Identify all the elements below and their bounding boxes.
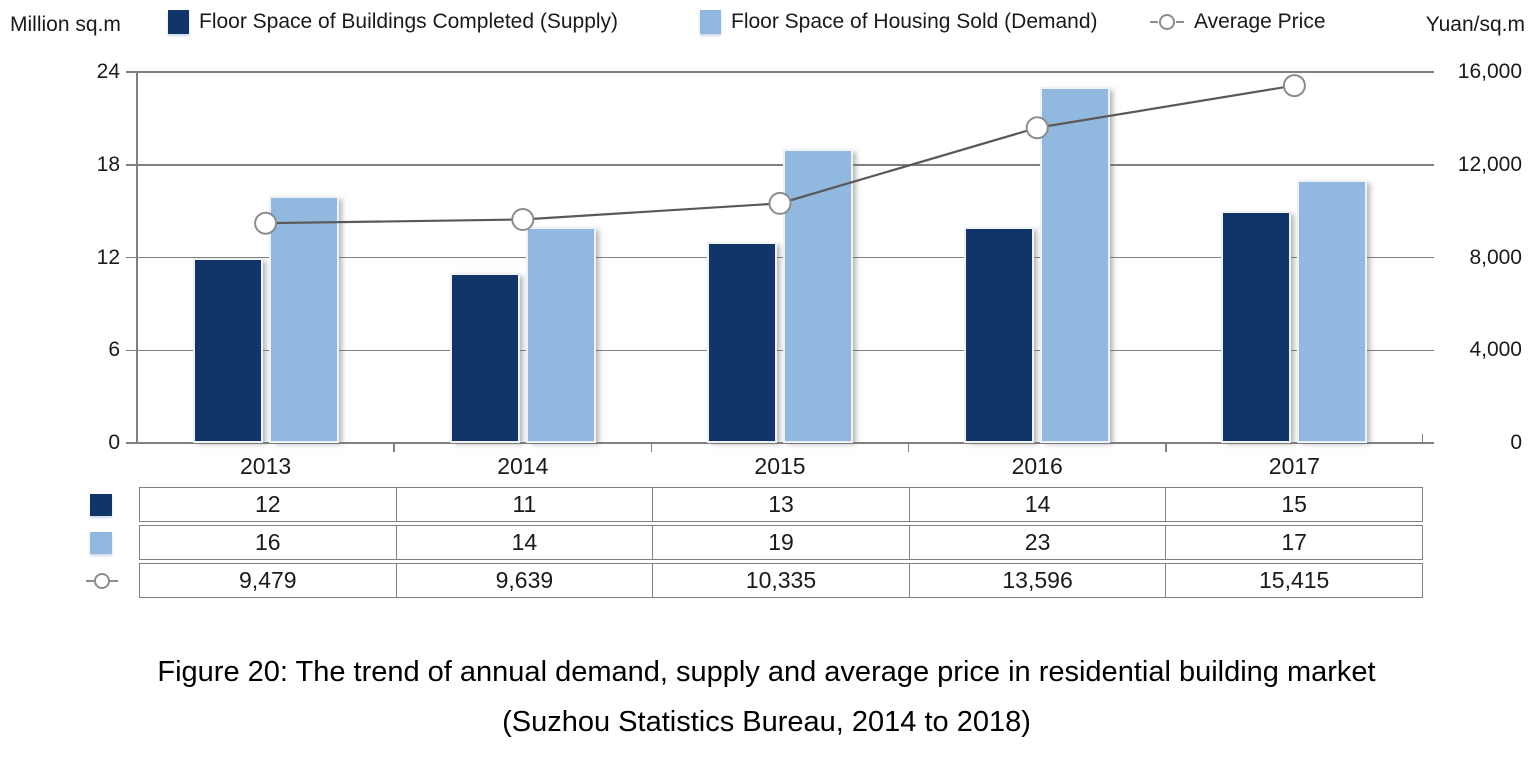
legend: Million sq.m Floor Space of Buildings Co… xyxy=(0,0,1533,50)
price-marker-2016 xyxy=(1025,116,1049,140)
left-axis-unit-label: Million sq.m xyxy=(10,13,121,36)
table-key-supply-icon xyxy=(90,493,112,516)
table-cell-price-2017: 15,415 xyxy=(1258,567,1330,593)
supply-bar-2016 xyxy=(964,226,1035,443)
y-axis-tick-label: 0 xyxy=(108,431,120,454)
price-marker-2015 xyxy=(768,191,792,215)
legend-label-supply: Floor Space of Buildings Completed (Supp… xyxy=(199,10,619,33)
x-axis-tick xyxy=(907,443,910,452)
table-cell-supply-2017: 15 xyxy=(1281,491,1307,517)
price-marker-2014 xyxy=(511,207,535,231)
left-axis-tick xyxy=(126,349,137,351)
y-axis-line xyxy=(136,72,138,443)
figure-caption: Figure 20: The trend of annual demand, s… xyxy=(0,656,1533,739)
table-cell-price-2016: 13,596 xyxy=(910,564,1167,597)
gridline xyxy=(137,71,1423,73)
y2-axis-tick-label: 0 xyxy=(1510,431,1522,454)
right-axis-unit-label: Yuan/sq.m xyxy=(1425,13,1525,36)
legend-item-average-price: Average Price xyxy=(1150,10,1326,34)
y2-axis-tick-label: 8,000 xyxy=(1469,245,1522,269)
legend-label-demand: Floor Space of Housing Sold (Demand) xyxy=(731,10,1098,33)
right-axis-tick xyxy=(1423,349,1434,351)
supply-swatch-icon xyxy=(168,10,189,34)
average-price-line xyxy=(254,74,1306,235)
average-price-marker-icon xyxy=(1150,14,1184,30)
table-cell-supply-2014: 11 xyxy=(397,488,654,521)
demand-swatch-icon xyxy=(700,10,721,34)
x-axis-end-tick xyxy=(1421,434,1423,443)
x-axis-category-label: 2015 xyxy=(754,453,806,479)
x-axis-tick xyxy=(1165,443,1167,452)
demand-bar-2014 xyxy=(525,226,596,443)
table-cell-demand-2015: 19 xyxy=(653,526,910,559)
table-row-demand: 16 14 19 23 17 xyxy=(139,525,1423,560)
caption-line2: (Suzhou Statistics Bureau, 2014 to 2018) xyxy=(502,706,1031,738)
gridline xyxy=(137,349,1423,351)
table-cell-demand-2017: 17 xyxy=(1281,529,1307,555)
left-axis-tick xyxy=(126,256,137,259)
table-cell-supply-2016: 14 xyxy=(910,488,1167,521)
x-axis-tick xyxy=(393,443,395,452)
table-cell-demand-2013: 16 xyxy=(140,526,397,559)
legend-item-demand: Floor Space of Housing Sold (Demand) xyxy=(700,10,1098,34)
demand-bar-2017 xyxy=(1297,180,1368,443)
supply-bar-2013 xyxy=(192,257,263,443)
x-axis-category-label: 2017 xyxy=(1268,453,1320,479)
right-axis-tick xyxy=(1423,164,1434,166)
supply-bar-2014 xyxy=(449,272,520,443)
price-marker-2013 xyxy=(254,211,278,235)
legend-item-supply: Floor Space of Buildings Completed (Supp… xyxy=(168,10,618,34)
price-marker-2017 xyxy=(1282,74,1306,98)
y-axis-tick-label: 18 xyxy=(96,152,120,176)
x-axis-category-label: 2014 xyxy=(497,453,549,479)
demand-bar-2013 xyxy=(268,195,339,443)
supply-bar-2015 xyxy=(707,242,777,443)
y2-axis-tick-label: 4,000 xyxy=(1469,338,1522,362)
x-axis-category-label: 2013 xyxy=(240,453,292,479)
table-cell-price-2014: 9,639 xyxy=(397,564,654,597)
table-cell-demand-2014: 14 xyxy=(397,526,654,559)
left-axis-tick xyxy=(126,442,137,444)
table-row-price: 9,479 9,639 10,335 13,596 15,415 xyxy=(139,563,1423,598)
demand-bar-2016 xyxy=(1040,87,1111,443)
left-axis-tick xyxy=(126,164,137,166)
x-axis-tick xyxy=(650,443,653,452)
legend-label-average-price: Average Price xyxy=(1194,10,1326,33)
table-key-demand-icon xyxy=(90,531,112,554)
y2-axis-tick-label: 12,000 xyxy=(1457,152,1522,176)
table-row-supply: 12 11 13 14 15 xyxy=(139,487,1423,522)
gridline xyxy=(137,256,1423,259)
supply-bar-2017 xyxy=(1221,211,1292,443)
right-axis-tick xyxy=(1423,256,1434,259)
y-axis-tick-label: 12 xyxy=(96,245,120,269)
left-axis-tick xyxy=(126,71,137,73)
table-cell-demand-2016: 23 xyxy=(910,526,1167,559)
x-axis-line xyxy=(137,442,1423,444)
y2-axis-tick-label: 16,000 xyxy=(1457,60,1522,83)
y-axis-tick-label: 24 xyxy=(96,60,120,83)
right-axis-tick xyxy=(1423,71,1434,73)
gridline xyxy=(137,164,1423,166)
table-cell-price-2013: 9,479 xyxy=(140,564,397,597)
table-cell-supply-2015: 13 xyxy=(653,488,910,521)
caption-line1: Figure 20: The trend of annual demand, s… xyxy=(157,656,1376,688)
table-key-price-icon xyxy=(86,572,118,589)
x-axis-category-label: 2016 xyxy=(1011,453,1063,479)
right-axis-tick xyxy=(1423,442,1434,444)
y-axis-tick-label: 6 xyxy=(108,338,120,362)
table-cell-price-2015: 10,335 xyxy=(653,564,910,597)
table-cell-supply-2013: 12 xyxy=(140,488,397,521)
